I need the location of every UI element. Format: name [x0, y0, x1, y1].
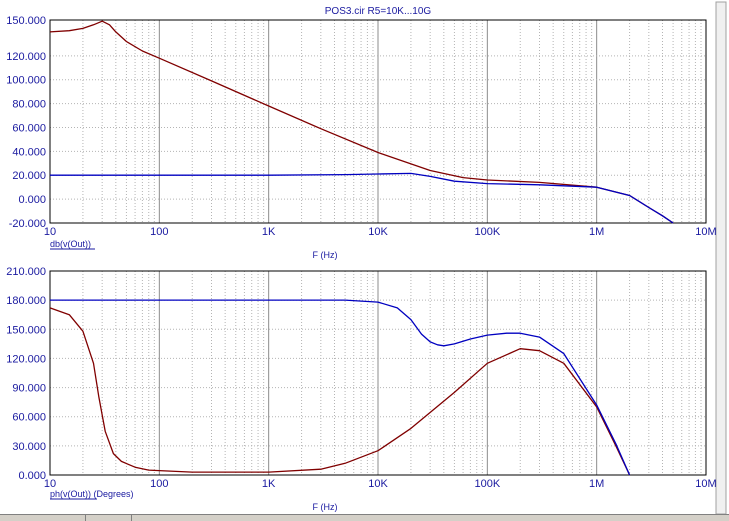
y-tick-label: 100.000	[6, 75, 46, 87]
chart-title: POS3.cir R5=10K...10G	[325, 6, 432, 17]
y-tick-label: 80.000	[12, 99, 46, 111]
y-tick-label: 40.000	[12, 146, 46, 158]
y-tick-label: 60.000	[12, 412, 46, 424]
x-tick-label: 100	[150, 226, 168, 238]
y-tick-label: 0.000	[18, 470, 46, 482]
y-tick-label: 120.000	[6, 353, 46, 365]
y-tick-label: 60.000	[12, 122, 46, 134]
y-tick-label: 150.000	[6, 324, 46, 336]
x-axis-label: F (Hz)	[313, 250, 338, 260]
x-tick-label: 10	[44, 478, 56, 490]
x-tick-label: 100	[150, 478, 168, 490]
x-tick-label: 10	[44, 226, 56, 238]
x-tick-label: 10M	[695, 226, 716, 238]
x-tick-label: 100K	[474, 226, 500, 238]
y-tick-label: 20.000	[12, 170, 46, 182]
magnitude-plot: 150.000120.000100.00080.00060.00040.0002…	[6, 15, 716, 260]
x-axis-label: F (Hz)	[313, 502, 338, 512]
y-tick-label: 210.000	[6, 266, 46, 278]
y-tick-label: 180.000	[6, 295, 46, 307]
x-tick-label: 1M	[589, 478, 604, 490]
plot-frame	[49, 19, 707, 224]
y-tick-label: 150.000	[6, 15, 46, 27]
x-tick-label: 10K	[368, 226, 388, 238]
x-tick-label: 10M	[695, 478, 716, 490]
x-tick-label: 1K	[262, 226, 276, 238]
plot-frame	[49, 270, 707, 476]
series-line-2	[50, 172, 674, 224]
y-tick-label: 90.000	[12, 383, 46, 395]
x-tick-label: 100K	[474, 478, 500, 490]
y-tick-label: 120.000	[6, 51, 46, 63]
x-tick-label: 1K	[262, 478, 276, 490]
y-axis-label: ph(v(Out)) (Degrees)	[50, 489, 134, 499]
vertical-scrollbar[interactable]	[715, 1, 727, 515]
series-line-2	[50, 299, 631, 476]
x-tick-label: 10K	[368, 478, 388, 490]
y-tick-label: -20.000	[9, 218, 46, 230]
y-tick-label: 0.000	[18, 194, 46, 206]
phase-plot: 210.000 180.000 150.000 120.000 90.000 60.000…	[6, 266, 716, 512]
status-strip	[0, 514, 729, 521]
series-line-1	[49, 307, 631, 476]
y-axis-label: db(v(Out))	[50, 239, 91, 249]
y-tick-label: 30.000	[12, 441, 46, 453]
x-tick-label: 1M	[589, 226, 604, 238]
